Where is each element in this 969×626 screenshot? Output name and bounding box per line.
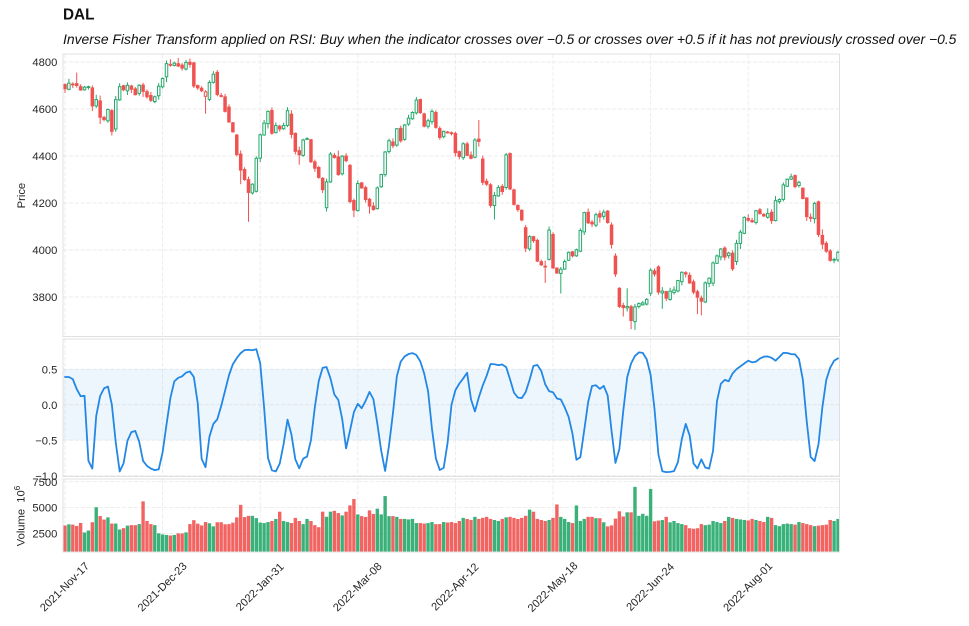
svg-text:3800: 3800 xyxy=(32,292,57,304)
svg-text:5000: 5000 xyxy=(32,503,57,515)
svg-text:0.5: 0.5 xyxy=(42,364,58,376)
svg-text:4000: 4000 xyxy=(32,245,57,257)
svg-text:4800: 4800 xyxy=(32,57,57,69)
svg-text:7500: 7500 xyxy=(32,477,57,489)
svg-text:2500: 2500 xyxy=(32,529,57,541)
svg-text:Inverse Fisher Transform appli: Inverse Fisher Transform applied on RSI:… xyxy=(63,31,957,47)
svg-text:−0.5: −0.5 xyxy=(35,435,57,447)
svg-text:4400: 4400 xyxy=(32,151,57,163)
svg-text:Volume 106: Volume 106 xyxy=(13,485,27,546)
svg-text:0.0: 0.0 xyxy=(42,400,58,412)
svg-text:DAL: DAL xyxy=(63,6,94,23)
svg-text:4600: 4600 xyxy=(32,104,57,116)
svg-text:4200: 4200 xyxy=(32,198,57,210)
svg-text:−1.0: −1.0 xyxy=(35,471,57,483)
svg-text:Price: Price xyxy=(16,183,28,209)
